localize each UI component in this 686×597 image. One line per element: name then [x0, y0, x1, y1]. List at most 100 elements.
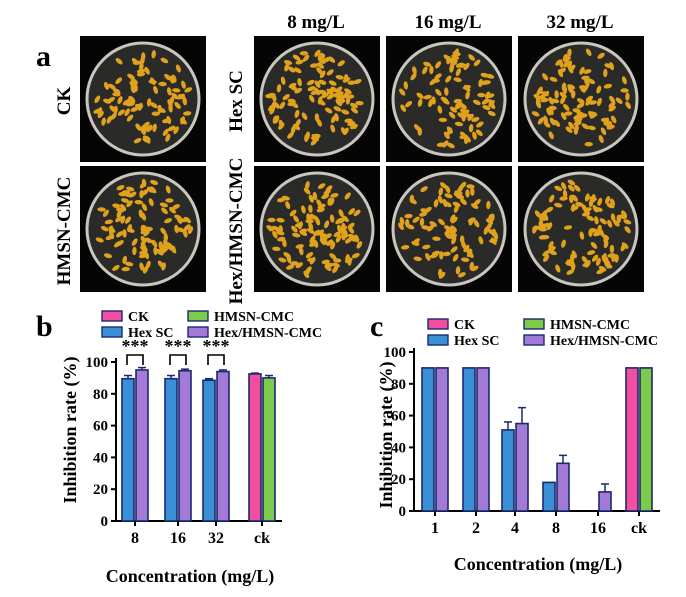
seed [553, 119, 561, 127]
seed [468, 54, 475, 61]
seed [328, 56, 336, 63]
seed [337, 60, 345, 67]
seed [122, 255, 128, 264]
seed [171, 92, 179, 100]
seed [548, 96, 554, 105]
seed [113, 241, 122, 248]
legend-entry: HMSN-CMC [187, 310, 294, 325]
seed [597, 197, 603, 206]
seed [117, 109, 125, 116]
seed-cluster [532, 179, 632, 275]
seed [156, 248, 164, 256]
seed [429, 221, 437, 227]
seed [547, 246, 556, 252]
seed [475, 129, 483, 137]
seed [486, 200, 491, 210]
seed [563, 225, 573, 230]
panel-c-axes: 0 20 40 60 80 100 1 2 4 8 16 ck [384, 345, 660, 537]
seed [564, 111, 573, 116]
seed [450, 246, 458, 253]
seed [310, 89, 319, 95]
seed [353, 78, 362, 85]
petri-dish-photo [518, 36, 644, 162]
seed [601, 234, 610, 240]
seed [417, 127, 422, 136]
seed [290, 261, 299, 266]
seed [295, 262, 303, 269]
seed [139, 262, 145, 271]
seed [542, 250, 550, 257]
seed [93, 108, 102, 114]
seed [141, 203, 148, 211]
seed [422, 66, 428, 75]
seed [431, 78, 440, 83]
seed [576, 111, 585, 117]
seed [585, 48, 592, 57]
seed [150, 179, 159, 186]
seed [166, 115, 172, 125]
legend-swatch [187, 310, 209, 322]
seed [294, 109, 300, 118]
seed [445, 228, 455, 234]
seed [554, 185, 563, 192]
seed [143, 229, 150, 237]
seed [403, 81, 409, 90]
panel-a-photo-grid: a 8 mg/L 16 mg/L 32 mg/L CK HMSN-CMC Hex… [36, 12, 644, 304]
seed [573, 184, 581, 192]
seed [347, 80, 356, 85]
seed [594, 216, 599, 225]
column-header-16: 16 mg/L [414, 12, 481, 33]
seed [342, 91, 349, 99]
seed [330, 124, 336, 133]
seed [425, 253, 431, 261]
bar [421, 367, 435, 512]
seed [563, 60, 570, 68]
seed [452, 253, 459, 262]
seed [276, 217, 285, 223]
petri-dish-photo [254, 166, 380, 292]
seed [554, 202, 563, 208]
seed [600, 127, 607, 136]
seed [465, 91, 470, 100]
seed [141, 189, 149, 196]
seed [444, 231, 451, 239]
seed [401, 245, 410, 250]
seed [620, 88, 629, 93]
seed [326, 93, 335, 100]
seed [609, 95, 616, 104]
seed [173, 126, 179, 135]
seed [597, 227, 604, 236]
panel-b-x-axis-title: Concentration (mg/L) [106, 566, 274, 587]
seed [555, 264, 561, 273]
seed [272, 246, 281, 252]
seed [103, 253, 113, 259]
seed [624, 226, 631, 234]
seed [277, 197, 286, 203]
seed [557, 69, 564, 78]
seed [165, 198, 174, 203]
legend-swatch [101, 326, 123, 338]
seed [308, 194, 314, 203]
seed [349, 102, 358, 109]
seed [459, 131, 467, 139]
seed [324, 107, 333, 114]
seed [97, 207, 106, 212]
x-tick-label: ck [254, 530, 270, 547]
seed [319, 232, 325, 241]
seed [616, 214, 622, 224]
y-tick-label: 0 [399, 504, 407, 520]
seed [287, 132, 294, 139]
x-tick-label: 2 [472, 520, 480, 537]
seed [337, 99, 346, 105]
seed [423, 94, 432, 100]
seed [138, 253, 148, 259]
seed [345, 96, 351, 105]
petri-dish-photo [518, 166, 644, 292]
seed [609, 244, 615, 254]
seed [417, 98, 423, 107]
seed [144, 66, 150, 75]
seed [561, 82, 567, 91]
seed [458, 184, 464, 192]
seed [482, 80, 491, 85]
